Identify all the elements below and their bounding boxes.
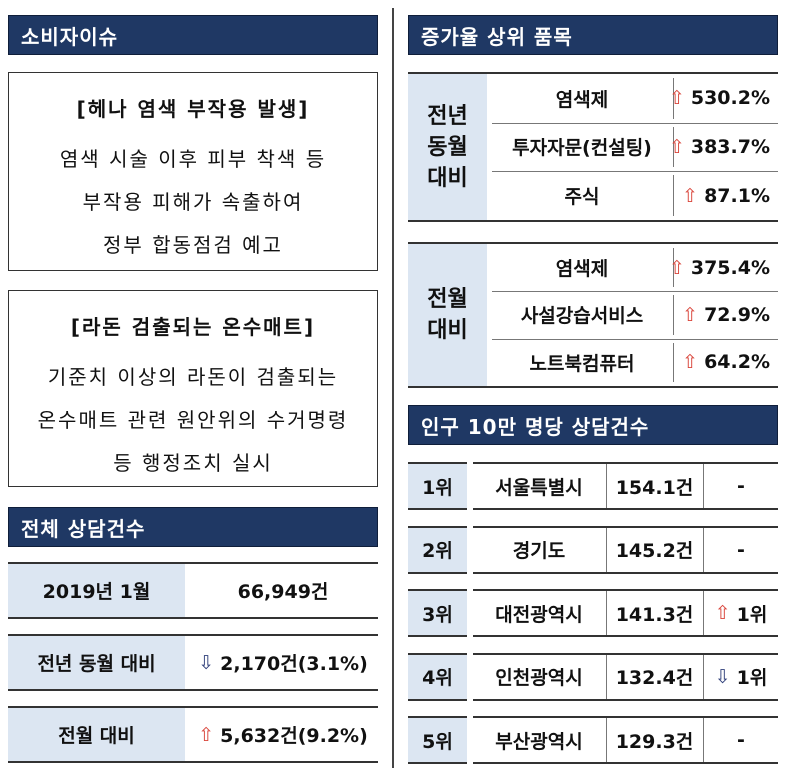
- value: 129.3건: [615, 730, 694, 753]
- table-row: 전월 대비5,632건(9.2%): [8, 706, 378, 763]
- rank: 2위: [408, 525, 467, 574]
- table-row: 2위 경기도 145.2건 -: [408, 525, 778, 574]
- region: 부산광역시: [495, 730, 583, 753]
- item-rate: 64.2%: [674, 339, 778, 386]
- table-row: 2019년 1월 66,949건: [8, 562, 378, 619]
- issue-line: 등 행정조치 실시: [113, 451, 273, 475]
- change: 1위: [704, 655, 778, 699]
- region: 서울특별시: [495, 476, 583, 499]
- section-header: 인구 10만 명당 상담건수: [408, 405, 778, 445]
- item-rate: 383.7%: [674, 123, 778, 172]
- column-separator: [703, 527, 704, 572]
- issue-line: 온수매트 관련 원안위의 수거명령: [37, 408, 349, 432]
- table-row: 전년 동월 대비2,170건(3.1%): [8, 634, 378, 691]
- item-name: 사설강습서비스: [520, 305, 644, 328]
- row-value: 66,949건: [237, 581, 329, 603]
- value: 145.2건: [615, 540, 694, 562]
- item-name: 노트북컴퓨터: [529, 352, 635, 375]
- issue-line: 염색 시술 이후 피부 착색 등: [59, 147, 327, 171]
- item-rate: 87.1%: [674, 171, 778, 220]
- issue-title: [헤나 염색 부작용 발생]: [76, 97, 310, 121]
- column-separator: [606, 527, 607, 572]
- item-name: 투자자문(컨설팅): [512, 137, 652, 160]
- row-body: 인천광역시 132.4건 1위: [473, 652, 778, 701]
- change: -: [737, 729, 745, 751]
- region: 경기도: [512, 540, 566, 562]
- row-label: 전월 대비: [8, 708, 185, 761]
- rank: 3위: [408, 589, 467, 637]
- row-label: 전년 동월 대비: [8, 636, 185, 689]
- row-value: 5,632건(9.2%): [188, 708, 378, 761]
- change: 1위: [704, 591, 778, 635]
- row-label: 2019년 1월: [8, 564, 185, 617]
- issue-line: 기준치 이상의 라돈이 검출되는: [47, 365, 339, 389]
- divider: [392, 8, 394, 768]
- row-separator: [492, 122, 778, 124]
- table-row: 1위 서울특별시 154.1건 -: [408, 462, 778, 510]
- rank: 1위: [408, 462, 467, 510]
- section-header: 소비자이슈: [8, 15, 378, 55]
- rank: 5위: [408, 716, 467, 764]
- rank: 4위: [408, 652, 467, 701]
- row-separator: [492, 171, 778, 173]
- section-header: 전체 상담건수: [8, 507, 378, 547]
- group-label: 전월 대비: [408, 244, 487, 386]
- value: 141.3건: [615, 603, 694, 626]
- row-separator: [492, 291, 778, 293]
- table-row: 3위 대전광역시 141.3건 1위: [408, 589, 778, 637]
- value: 132.4건: [615, 667, 694, 689]
- table-row: 4위 인천광역시 132.4건 1위: [408, 652, 778, 701]
- region: 인천광역시: [495, 667, 583, 689]
- value: 154.1건: [615, 476, 694, 499]
- row-body: 부산광역시 129.3건 -: [473, 716, 778, 764]
- column-separator: [703, 464, 704, 508]
- column-separator: [606, 718, 607, 762]
- issue-title: [라돈 검출되는 온수매트]: [70, 315, 316, 339]
- table-row: 5위 부산광역시 129.3건 -: [408, 716, 778, 764]
- item-rate: 72.9%: [674, 291, 778, 338]
- row-body: 경기도 145.2건 -: [473, 525, 778, 574]
- row-body: 서울특별시 154.1건 -: [473, 462, 778, 510]
- item-rate: 375.4%: [674, 244, 778, 291]
- item-name: 염색제: [555, 258, 609, 281]
- section-header: 증가율 상위 품목: [408, 15, 778, 55]
- column-separator: [606, 654, 607, 699]
- item-rate: 530.2%: [674, 74, 778, 123]
- change: -: [737, 475, 745, 497]
- row-separator: [492, 338, 778, 340]
- region: 대전광역시: [495, 603, 583, 626]
- issue-line: 정부 합동점검 예고: [103, 233, 283, 257]
- change: -: [737, 538, 745, 561]
- growth-group: 전년 동월 대비 염색제 530.2% 투자자문(컨설팅) 383.7% 주식 87.1%: [408, 72, 778, 222]
- growth-group: 전월 대비 염색제 375.4% 사설강습서비스 72.9% 노트북컴퓨터 64.2%: [408, 242, 778, 388]
- row-value: 2,170건(3.1%): [188, 636, 378, 689]
- column-separator: [703, 718, 704, 762]
- issue-line: 부작용 피해가 속출하여: [82, 190, 304, 214]
- item-name: 염색제: [555, 88, 609, 111]
- row-body: 대전광역시 141.3건 1위: [473, 589, 778, 637]
- column-separator: [606, 464, 607, 508]
- group-label: 전년 동월 대비: [408, 74, 487, 220]
- column-separator: [606, 591, 607, 635]
- item-name: 주식: [564, 186, 600, 209]
